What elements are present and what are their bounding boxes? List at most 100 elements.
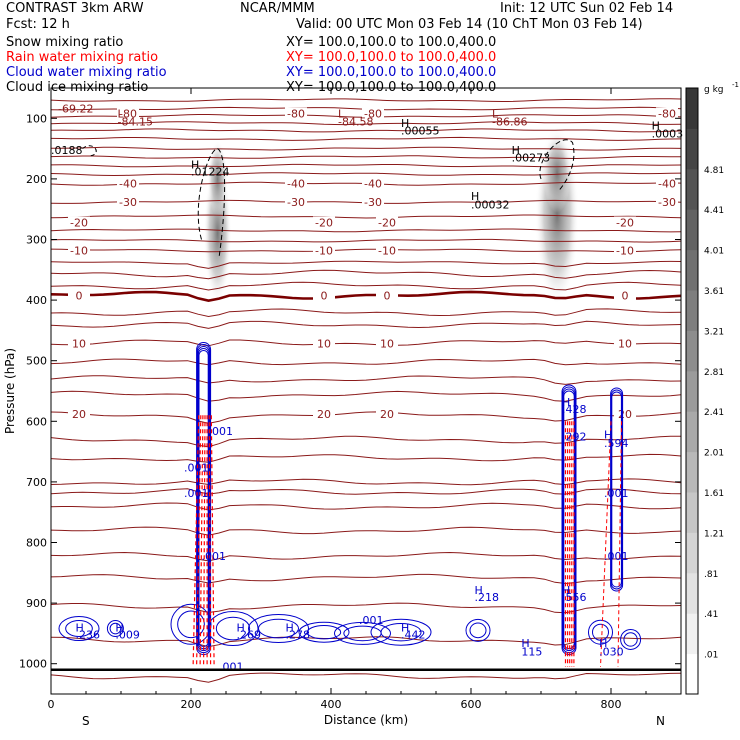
- isotherm-label: -80: [364, 107, 382, 120]
- cloud-water-contour: [334, 621, 391, 645]
- colorbar-frame: [685, 87, 699, 695]
- init-time: Init: 12 UTC Sun 02 Feb 14: [500, 1, 674, 16]
- extremum-label: .001: [184, 487, 209, 500]
- colorbar-swatch: [686, 451, 698, 493]
- extremum-label: H: [401, 621, 409, 634]
- colorbar-label: 4.41: [704, 206, 724, 216]
- isotherm-label: -10: [315, 244, 333, 257]
- temperature-contours: -80 -80 -80 -80 -40 -40 -40 -40 -30 -30 -30 -30 -20 -…: [51, 98, 681, 683]
- isotherm-label: -40: [658, 178, 676, 191]
- isotherm-label-bg: [285, 195, 307, 207]
- isotherm-label: 20: [72, 408, 86, 421]
- isotherm-label-bg: [656, 177, 678, 189]
- isotherm: [51, 320, 681, 329]
- field-xy-cloud-water: XY= 100.0,100.0 to 100.0,400.0: [286, 65, 497, 80]
- x-tick-label: 0: [48, 698, 55, 711]
- y-tick-label: 700: [26, 476, 47, 489]
- rain-water-contours: [192, 415, 622, 667]
- y-tick-label: 200: [26, 173, 47, 186]
- extremum-label: .009: [115, 629, 139, 642]
- isotherm: [51, 453, 681, 463]
- isotherm: [51, 502, 681, 511]
- extremum-label: 115: [521, 646, 542, 659]
- y-tick-label: 100: [26, 112, 47, 125]
- cloud-water-contour: [562, 388, 576, 652]
- rain-water-contour: [210, 415, 215, 667]
- colorbar: .01 .41 .81 1.21 1.61 2.01 2.41 2.81 3.21 3.61 4.0…: [685, 81, 739, 695]
- cloud-water-contour: [561, 384, 577, 656]
- isotherm-label-bg: [117, 177, 139, 189]
- org-label: NCAR/MMM: [240, 1, 315, 16]
- isotherm-zero: [51, 290, 681, 303]
- cloud-water-contour: [248, 614, 309, 644]
- colorbar-swatch: [686, 653, 698, 695]
- extremum-label: H: [521, 637, 529, 650]
- isotherm-label-bg: [376, 408, 398, 420]
- cloud-ice-contour: [539, 139, 575, 192]
- colorbar-swatch: [686, 88, 698, 129]
- colorbar-label: 2.81: [704, 368, 724, 378]
- isotherm: [51, 155, 681, 160]
- isotherm-label: 10: [72, 338, 86, 351]
- rain-water-contour: [600, 421, 612, 667]
- field-label-cloud-water: Cloud water mixing ratio: [6, 65, 167, 80]
- isotherm-label-bg: [362, 195, 384, 207]
- model-title: CONTRAST 3km ARW: [6, 1, 144, 16]
- cloud-water-contour: [298, 621, 350, 643]
- colorbar-label: .01: [704, 651, 718, 661]
- cloud-water-contour: [196, 344, 211, 654]
- cloud-water-contour: [623, 632, 638, 647]
- isotherm-label-bg: [362, 107, 384, 119]
- isotherm: [51, 136, 681, 141]
- extremum-label: H: [512, 144, 520, 157]
- extremum-label: .00055: [401, 124, 440, 137]
- isotherm: [51, 602, 681, 614]
- isotherm: [51, 260, 681, 269]
- extremum-label: .001: [184, 461, 209, 474]
- cloud-water-contour: [306, 625, 342, 640]
- extremum-label: L: [118, 107, 125, 120]
- colorbar-swatch: [686, 128, 698, 170]
- extremum-label: .001: [219, 661, 244, 674]
- isotherm-label-bg: [68, 244, 90, 256]
- colorbar-label: 2.01: [704, 449, 724, 459]
- isotherm-label: -20: [70, 217, 88, 230]
- y-tick-label: 600: [26, 415, 47, 428]
- colorbar-unit: g kg: [704, 85, 724, 95]
- isotherm: [51, 526, 681, 536]
- isotherm-label: -40: [287, 178, 305, 191]
- x-tick-label: 400: [321, 698, 342, 711]
- isotherm-label-bg: [614, 244, 636, 256]
- isotherm: [51, 214, 681, 219]
- extrema-labels: -69.22 L-84.15L-84.58L-86.86H.00055.0188 H…: [51, 103, 683, 674]
- isotherm-label-bg: [656, 195, 678, 207]
- y-tick-label: 900: [26, 597, 47, 610]
- cloud-water-contours: [58, 342, 642, 656]
- isotherm: [51, 308, 681, 318]
- colorbar-label: 4.81: [704, 166, 724, 176]
- isotherm-label-bg: [313, 337, 335, 349]
- field-label-rain: Rain water mixing ratio: [6, 50, 159, 65]
- field-xy-cloud-ice: XY= 100.0,100.0 to 100.0,400.0: [286, 80, 497, 95]
- snow-plume-east-top: [543, 132, 572, 213]
- isotherm-label: -80: [287, 107, 305, 120]
- isotherm: [51, 411, 681, 424]
- extremum-label: .030: [599, 646, 624, 659]
- y-axis-label: Pressure (hPa): [3, 348, 17, 434]
- extremum-label: .001: [604, 487, 629, 500]
- cloud-water-contour: [592, 623, 609, 641]
- cloud-water-contour: [588, 619, 613, 645]
- isotherm-label: -30: [364, 196, 382, 209]
- x-axis-label: Distance (km): [324, 713, 408, 727]
- extremum-label: H: [471, 190, 479, 203]
- colorbar-swatch: [686, 209, 698, 251]
- cloud-water-contour: [610, 387, 624, 592]
- extremum-label: .292: [562, 430, 587, 443]
- isotherm: [51, 146, 681, 151]
- extremum-label: .00032: [471, 198, 510, 211]
- colorbar-swatch: [686, 249, 698, 291]
- cloud-ice-contour: [82, 145, 97, 157]
- isotherm-label-bg: [614, 337, 636, 349]
- isotherm-label: 10: [618, 338, 632, 351]
